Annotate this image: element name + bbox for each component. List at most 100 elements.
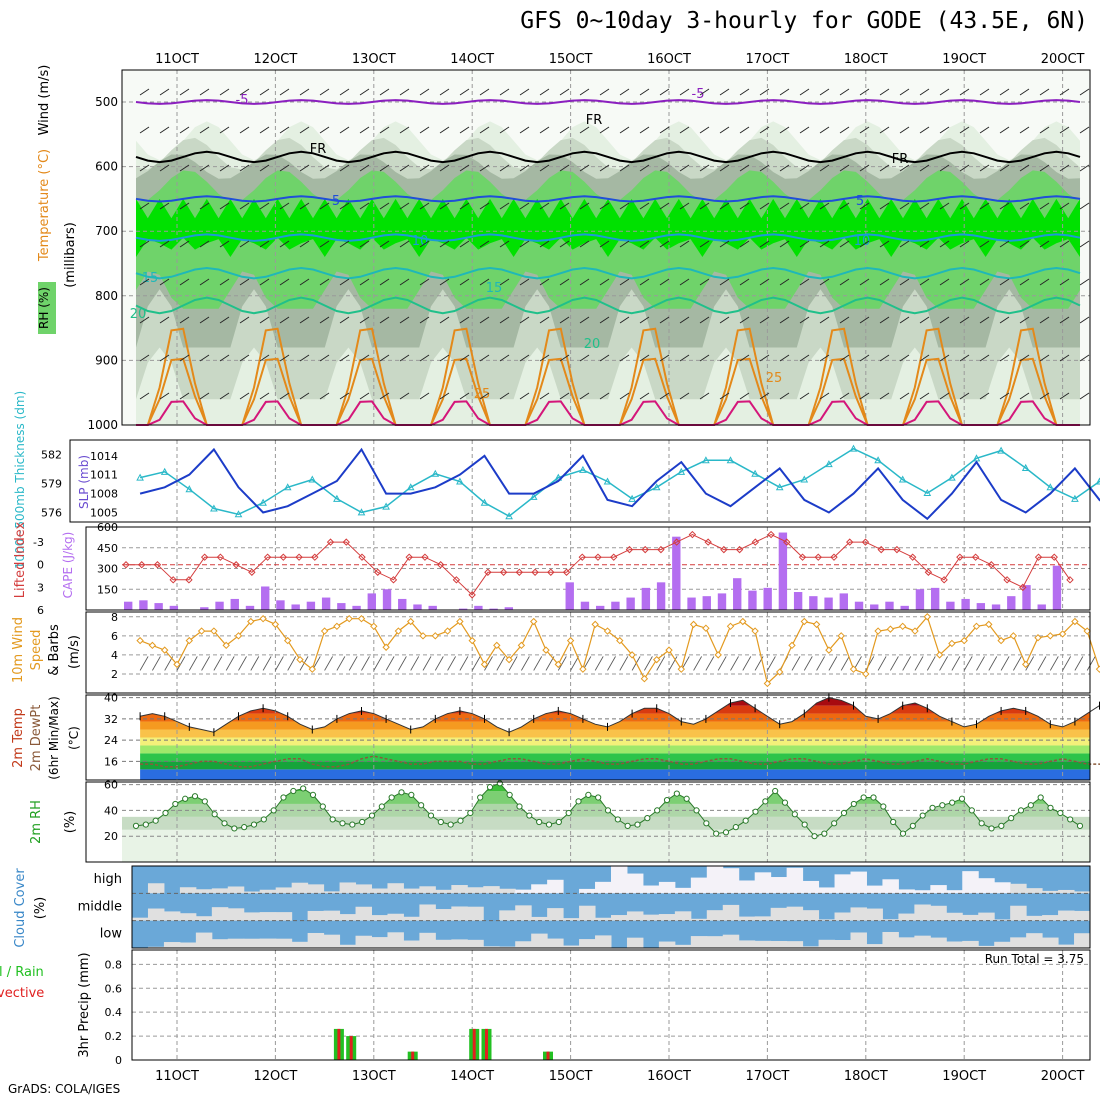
cloud-cell [515, 889, 532, 894]
lifted-index-point [499, 568, 508, 576]
wind-barb [779, 202, 790, 210]
wind-speed-point [1071, 617, 1079, 626]
thickness-point [948, 473, 956, 481]
wind-barb [319, 392, 330, 400]
wind-barb [399, 392, 410, 400]
wind-barb [579, 392, 590, 400]
wind-barb [159, 354, 170, 362]
wind-speed-point [665, 646, 673, 654]
wind-barb [139, 202, 150, 210]
wind-barb [779, 164, 790, 172]
wind-speed-point [677, 665, 686, 673]
wind-barb [279, 240, 290, 248]
wind-barb [679, 88, 690, 96]
rh-2m-point [516, 803, 523, 810]
rh-fill [136, 783, 1080, 862]
cloud-cell [770, 940, 788, 948]
cloud-cell [147, 908, 165, 921]
rh-2m-point [703, 820, 710, 827]
wind-speed-point [1083, 627, 1091, 635]
wind-barb [859, 88, 870, 96]
wind-barb [599, 202, 610, 210]
cloud-cell [275, 887, 293, 894]
wind-barb [730, 656, 739, 671]
cloud-cover-panel: high middle low [78, 865, 1091, 949]
lifted-index-point [311, 553, 319, 561]
cloud-cell [211, 888, 229, 894]
wind-barb [199, 202, 210, 210]
wind-barb [679, 354, 690, 362]
wind-speed-point [652, 655, 661, 664]
temp-ytick-label: 40 [104, 692, 118, 705]
cape-bar [641, 587, 651, 610]
rh-2m-point [811, 833, 818, 840]
wind-barb [919, 164, 930, 172]
wind-barb [188, 656, 198, 671]
cape-bar [474, 605, 483, 610]
wind-barb [859, 126, 870, 134]
wind-barb [299, 126, 310, 134]
cloud-cell [595, 881, 612, 894]
cloud-cell [802, 880, 820, 894]
wind-speed-point [1009, 632, 1018, 640]
wind-speed-point [210, 627, 218, 635]
wind-barb [859, 392, 870, 400]
temp-band [140, 713, 1090, 722]
wind-barb [919, 278, 930, 286]
lifted-index-point [295, 553, 303, 561]
wind-barb [819, 88, 830, 96]
cloud-cell [195, 932, 213, 948]
wind-barb [828, 656, 838, 671]
wind-barb [919, 392, 930, 400]
lifted-index-point [877, 545, 885, 554]
wind-barb [250, 656, 260, 671]
rh-2m-point [929, 804, 936, 811]
wind-speed-point [1034, 634, 1042, 642]
cloud-cell [291, 882, 309, 894]
wind-barb [539, 392, 550, 400]
rh-2m-point [860, 794, 867, 801]
wind-barb [259, 202, 270, 210]
wind-barb [839, 240, 850, 248]
thickness-point [997, 446, 1005, 454]
wind-barb [1049, 656, 1059, 671]
slp-ytick-label: 1011 [90, 469, 118, 482]
lifted-index-point [625, 545, 634, 554]
rh-2m-point [732, 824, 739, 831]
wind-barb [179, 88, 190, 96]
wind-barb [499, 88, 510, 96]
rh-2m-point [644, 815, 651, 822]
wind-speed-point [1058, 630, 1067, 638]
cape-bar [839, 593, 848, 610]
lifted-index-axis-label: Lifted Index [13, 521, 28, 598]
cloud-cell [611, 915, 628, 921]
x-tick-label-top: 19OCT [942, 52, 986, 67]
wind-barb [199, 392, 210, 400]
wind-speed-point [394, 627, 403, 635]
wind-speed-point [542, 646, 550, 654]
rh-2m-point [536, 818, 543, 826]
rh-2m-point [506, 791, 513, 799]
wind-barb [705, 656, 715, 671]
wind-barb [179, 164, 190, 172]
rh-2m-point [575, 798, 582, 805]
cape-bar [1037, 604, 1046, 610]
cloud-cell [1026, 915, 1043, 921]
cloud-cell [930, 937, 947, 948]
wind-barb [471, 656, 481, 671]
thickness-point [210, 504, 218, 512]
wind-barb [324, 656, 333, 671]
wind-barb [419, 88, 430, 96]
wind-barb [819, 240, 830, 248]
rh-2m-point [663, 796, 671, 804]
cloud-cell [1074, 891, 1091, 894]
wind-barb [1059, 316, 1070, 324]
rh-2m-point [988, 825, 995, 832]
temp-unit-label: (°C) [67, 726, 81, 750]
lifted-index-point [342, 538, 350, 546]
wind-barb [519, 316, 530, 324]
thickness-point [603, 477, 612, 485]
wind-barb [799, 316, 810, 324]
wind-barb [484, 656, 493, 671]
wind-barb [319, 354, 330, 362]
